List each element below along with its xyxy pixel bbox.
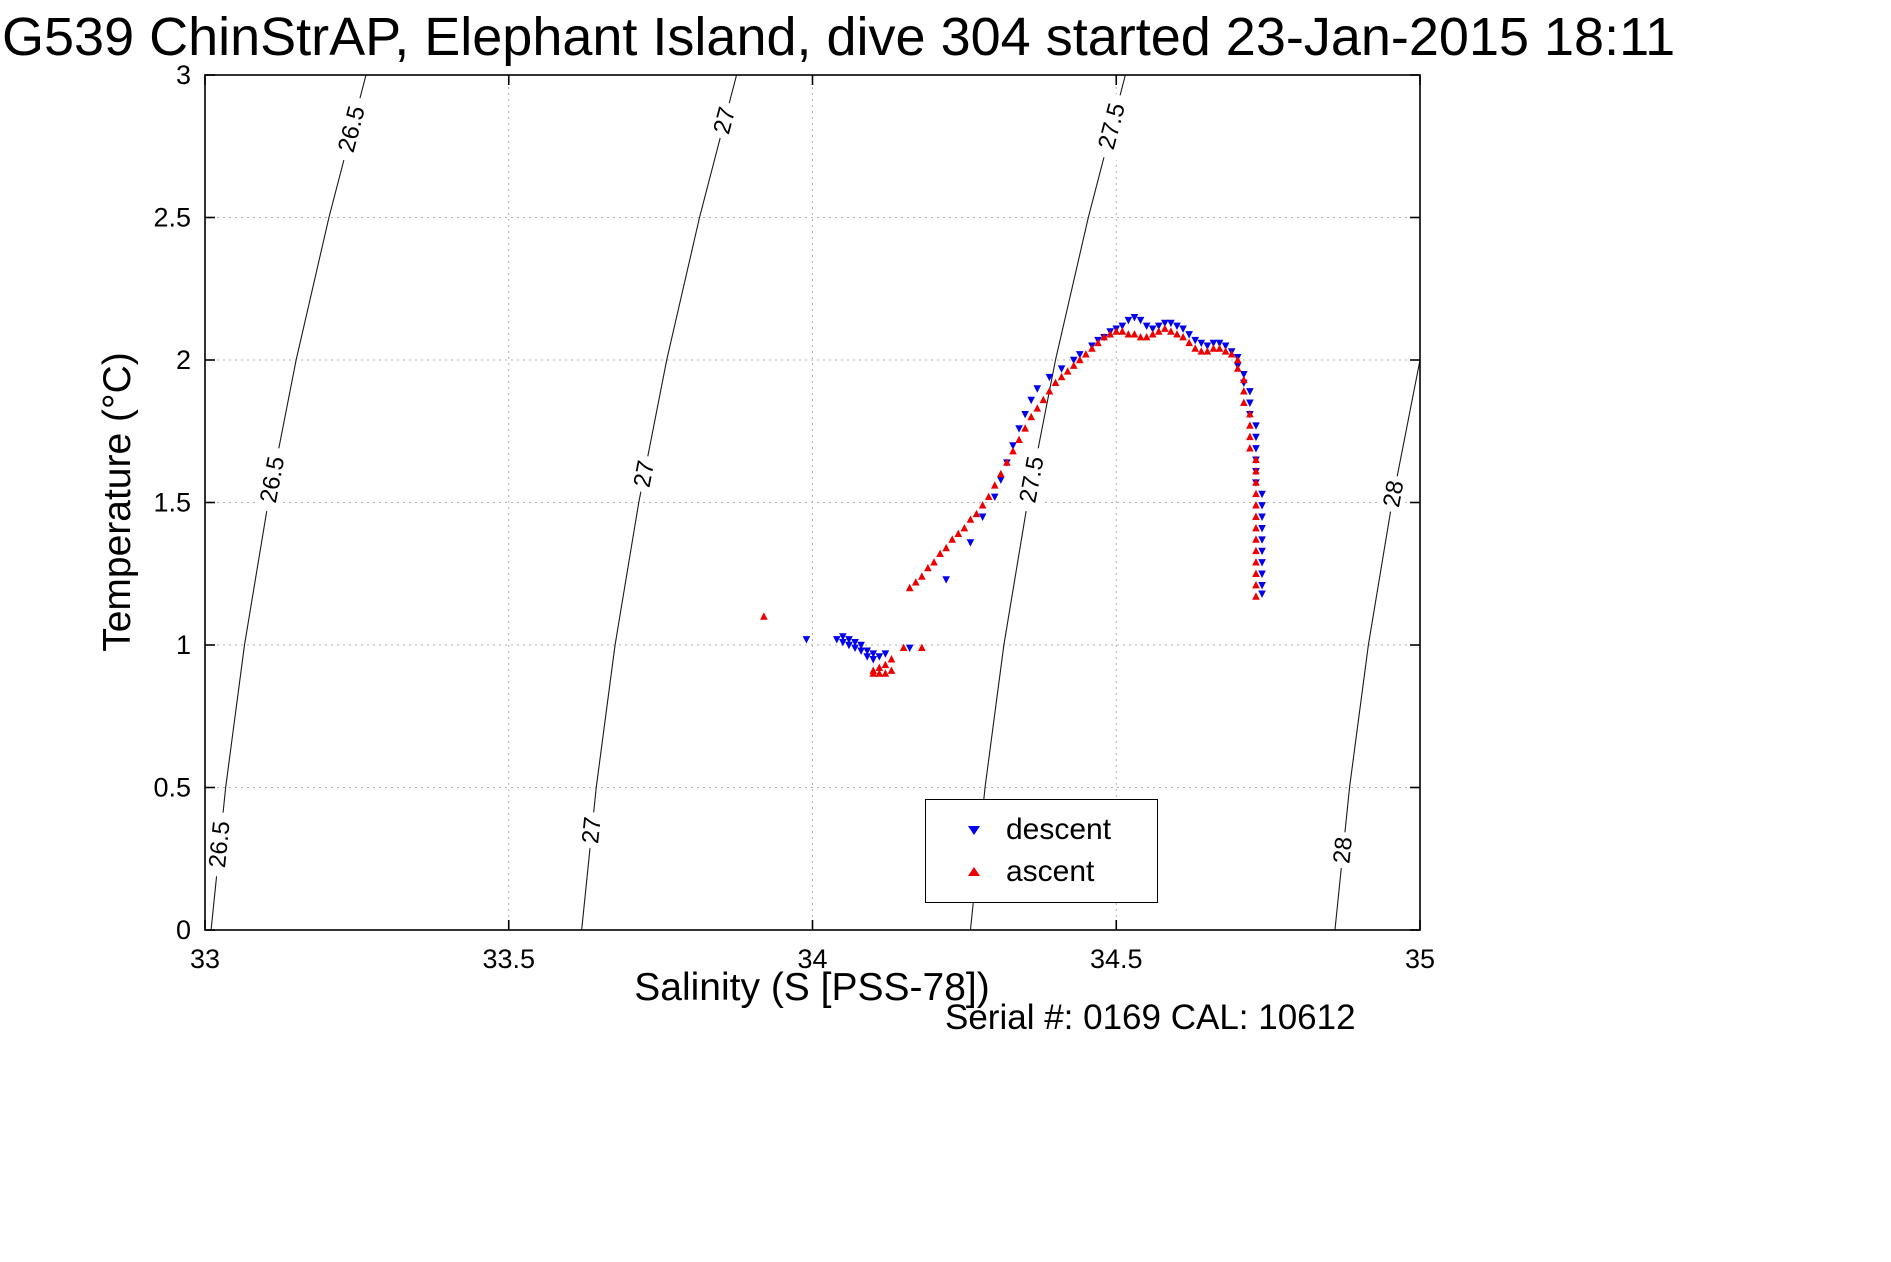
ascent-marker-icon	[968, 867, 980, 876]
svg-text:26.5: 26.5	[333, 103, 371, 155]
svg-text:28: 28	[1378, 478, 1409, 509]
legend-label-ascent: ascent	[1006, 855, 1095, 888]
axes: 33 33.5 34 34.5 35 0 0.5 1 1.5 2 2.5 3	[153, 60, 1435, 974]
svg-text:28: 28	[1328, 836, 1358, 865]
y-tick-label: 3	[176, 60, 191, 90]
contour-label: 26.5	[331, 94, 373, 164]
contour-label: 28	[1328, 830, 1358, 870]
y-tick-label: 0.5	[153, 773, 191, 803]
legend-entry-ascent: ascent	[964, 855, 1157, 889]
contour-label: 27	[577, 811, 607, 850]
y-axis-label: Temperature (°C)	[96, 352, 139, 652]
legend-entry-descent: descent	[964, 813, 1157, 847]
contour-label: 27	[628, 453, 661, 495]
svg-text:27.5: 27.5	[1014, 454, 1049, 505]
contour-label: 26.5	[204, 811, 236, 878]
svg-text:26.5: 26.5	[255, 454, 290, 505]
contour-label: 28	[1377, 473, 1410, 515]
grid	[205, 75, 1420, 930]
x-tick-label: 34	[797, 944, 827, 974]
descent-marker-icon	[968, 826, 980, 835]
contour-label: 26.5	[253, 445, 292, 514]
x-tick-label: 34.5	[1090, 944, 1143, 974]
contour-label: 27	[707, 99, 742, 142]
x-tick-label: 35	[1405, 944, 1435, 974]
svg-text:27.5: 27.5	[1093, 100, 1131, 152]
serial-caption: Serial #: 0169 CAL: 10612	[945, 998, 1356, 1037]
series-ascent	[760, 324, 1260, 677]
svg-text:27: 27	[629, 458, 661, 489]
svg-text:27: 27	[577, 816, 607, 845]
tick-marks	[204, 74, 1421, 931]
x-axis-label: Salinity (S [PSS-78])	[634, 966, 990, 1009]
chart-title: G539 ChinStrAP, Elephant Island, dive 30…	[2, 7, 1676, 67]
legend-label-descent: descent	[1006, 813, 1112, 846]
x-tick-label: 33.5	[482, 944, 535, 974]
svg-text:26.5: 26.5	[204, 820, 236, 869]
y-tick-label: 0	[176, 915, 191, 945]
y-tick-label: 1	[176, 630, 191, 660]
y-tick-label: 2.5	[153, 203, 191, 233]
contour-label: 27.5	[1091, 92, 1133, 161]
x-tick-label: 33	[190, 944, 220, 974]
contour-label: 27.5	[1013, 445, 1051, 514]
legend: descent ascent	[925, 799, 1158, 903]
y-tick-label: 1.5	[153, 488, 191, 518]
svg-text:27: 27	[708, 104, 741, 137]
y-tick-label: 2	[176, 345, 191, 375]
